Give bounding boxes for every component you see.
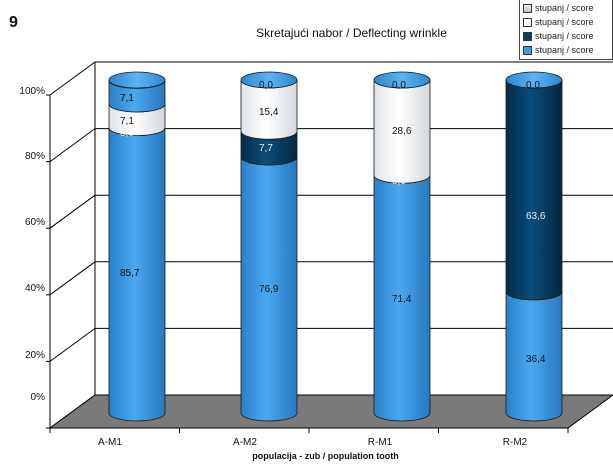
bar-stack [505, 71, 563, 422]
gridline-side [49, 327, 96, 362]
data-label: 0,0 [259, 80, 273, 91]
y-tick-label: 0% [30, 392, 45, 403]
bar-segment [505, 79, 563, 301]
gridline-side [49, 61, 96, 96]
bar-stack [108, 71, 166, 422]
data-label: 0,0 [392, 176, 406, 187]
legend-swatch [523, 45, 532, 55]
legend-item-score-2: stupanj / score [523, 29, 612, 43]
data-label: 76,9 [259, 284, 279, 295]
x-tick-label: A-M2 [233, 437, 257, 448]
bar-top-cap [240, 71, 298, 89]
x-axis-title: populacija - zub / population tooth [252, 451, 399, 461]
y-tick-label: 60% [24, 217, 45, 228]
x-tick-label: R-M1 [367, 437, 393, 448]
data-label: 0,0 [120, 128, 134, 139]
legend-label: stupanj / score [535, 45, 594, 55]
figure-number: 9 [9, 14, 18, 31]
data-label: 63,6 [526, 211, 546, 222]
x-tick-label: R-M2 [502, 437, 528, 448]
bar-stack [373, 71, 431, 422]
legend-label: stupanj / score [535, 31, 594, 41]
y-tick-label: 80% [24, 151, 45, 162]
data-label: 0,0 [526, 80, 540, 91]
data-label: 28,6 [392, 126, 412, 137]
data-label: 15,4 [259, 107, 279, 118]
gridline-side [49, 128, 96, 163]
chart-title: Skretajući nabor / Deflecting wrinkle [256, 26, 447, 40]
gridline-side [49, 194, 96, 229]
legend-item-score-3: stupanj / score [523, 15, 612, 29]
bars [108, 71, 563, 422]
chart-floor [48, 394, 613, 433]
y-tick-label: 40% [24, 283, 45, 294]
data-label: 7,7 [259, 143, 273, 154]
bar-top-cap [505, 71, 563, 89]
legend-item-score-4: stupanj / score [523, 1, 612, 15]
legend-swatch [523, 3, 532, 13]
data-label: 0,0 [392, 80, 406, 91]
legend-label: stupanj / score [535, 17, 594, 27]
data-label: 7,1 [120, 93, 134, 104]
chart-legend: stupanj / score stupanj / score stupanj … [519, 0, 613, 60]
gridline-side [49, 261, 96, 296]
y-tick-label: 100% [19, 86, 45, 97]
legend-label: stupanj / score [535, 3, 594, 13]
bar-top-cap [373, 71, 431, 89]
data-label: 36,4 [526, 354, 546, 365]
bar-stack [240, 71, 298, 422]
legend-swatch [523, 31, 532, 41]
data-label: 71,4 [392, 294, 412, 305]
data-labels: 85,70,07,17,176,97,715,40,071,40,028,60,… [120, 80, 546, 365]
y-tick-label: 20% [24, 350, 45, 361]
bar-top-cap [108, 71, 166, 89]
legend-item-score-1: stupanj / score [523, 43, 612, 57]
legend-swatch [523, 17, 532, 27]
data-label: 7,1 [120, 116, 134, 127]
data-label: 85,7 [120, 268, 140, 279]
x-tick-label: A-M1 [98, 437, 122, 448]
